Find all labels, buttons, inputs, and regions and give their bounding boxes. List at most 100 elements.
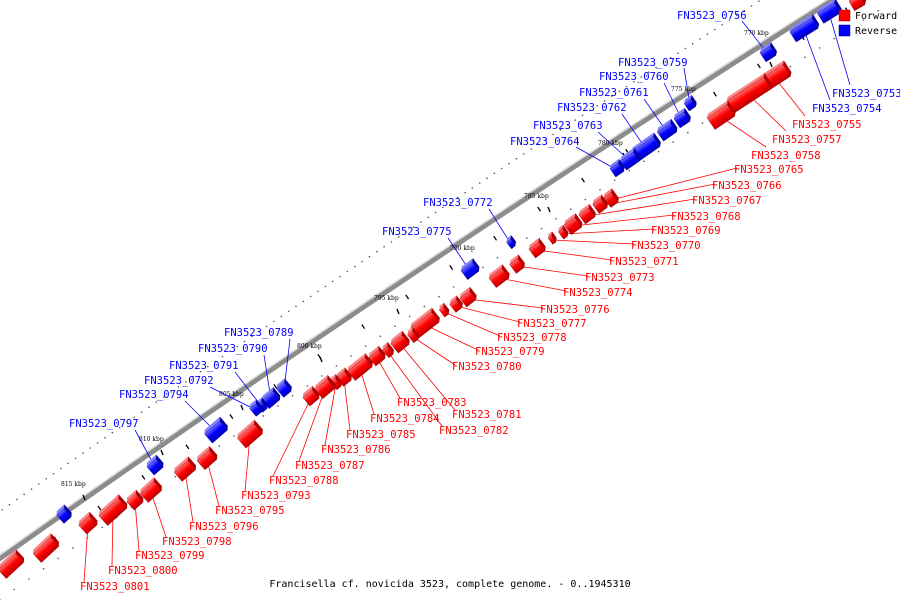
gene-feature-fn3523-0754[interactable] — [788, 13, 821, 43]
gene-label-fn3523-0795[interactable]: FN3523_0795 — [215, 505, 285, 517]
gene-label-fn3523-0772[interactable]: FN3523_0772 — [423, 197, 493, 209]
gene-label-fn3523-0773[interactable]: FN3523_0773 — [585, 272, 655, 284]
gene-feature-fn3523-0792[interactable] — [248, 399, 265, 417]
gene-feature-fn3523-0789[interactable] — [275, 378, 294, 398]
gene-feature-fn3523-0774[interactable] — [487, 264, 511, 288]
gene-label-fn3523-0769[interactable]: FN3523_0769 — [651, 225, 721, 237]
gene-feature-fn3523-0796[interactable] — [172, 456, 198, 482]
gene-label-fn3523-0760[interactable]: FN3523_0760 — [599, 71, 669, 83]
leader-line-fn3523-0784 — [359, 368, 375, 415]
gene-label-fn3523-0790[interactable]: FN3523_0790 — [198, 343, 268, 355]
gene-feature-fn3523-0784[interactable] — [346, 353, 375, 381]
feature-edge-forward-2[interactable] — [31, 533, 61, 563]
feature-edge-reverse-1[interactable] — [55, 504, 74, 524]
gene-feature-fn3523-0766[interactable] — [591, 194, 610, 214]
feature-edge-forward-3[interactable] — [0, 549, 26, 579]
gene-label-fn3523-0801[interactable]: FN3523_0801 — [80, 581, 150, 593]
gene-label-fn3523-0756[interactable]: FN3523_0756 — [677, 10, 747, 22]
scale-dot — [251, 335, 253, 338]
gene-label-fn3523-0767[interactable]: FN3523_0767 — [692, 195, 762, 207]
gene-label-fn3523-0782[interactable]: FN3523_0782 — [439, 425, 509, 437]
gene-feature-fn3523-0757[interactable] — [725, 72, 774, 114]
scale-dot — [133, 416, 136, 419]
gene-label-fn3523-0777[interactable]: FN3523_0777 — [517, 318, 587, 330]
gene-feature-fn3523-0795[interactable] — [195, 445, 219, 471]
gene-feature-fn3523-0760[interactable] — [672, 107, 692, 129]
gene-label-fn3523-0778[interactable]: FN3523_0778 — [497, 332, 567, 344]
gene-label-fn3523-0764[interactable]: FN3523_0764 — [510, 136, 580, 148]
gene-feature-fn3523-0758[interactable] — [705, 100, 737, 130]
gene-feature-fn3523-0767[interactable] — [577, 203, 597, 225]
feature-edge-forward-1[interactable] — [848, 0, 868, 12]
gene-feature-fn3523-0779[interactable] — [409, 307, 442, 339]
gene-feature-fn3523-0768[interactable] — [562, 213, 584, 235]
gene-label-fn3523-0755[interactable]: FN3523_0755 — [792, 119, 862, 131]
gene-label-fn3523-0753[interactable]: FN3523_0753 — [832, 88, 900, 100]
gene-label-fn3523-0768[interactable]: FN3523_0768 — [671, 211, 741, 223]
gene-label-fn3523-0797[interactable]: FN3523_0797 — [69, 418, 139, 430]
gene-label-fn3523-0784[interactable]: FN3523_0784 — [370, 413, 440, 425]
gene-label-fn3523-0783[interactable]: FN3523_0783 — [397, 397, 467, 409]
gene-label-fn3523-0776[interactable]: FN3523_0776 — [540, 304, 610, 316]
gene-label-fn3523-0799[interactable]: FN3523_0799 — [135, 550, 205, 562]
gene-label-fn3523-0758[interactable]: FN3523_0758 — [751, 150, 821, 162]
gene-feature-fn3523-0763[interactable] — [619, 147, 643, 171]
gene-label-fn3523-0780[interactable]: FN3523_0780 — [452, 361, 522, 373]
gene-label-fn3523-0787[interactable]: FN3523_0787 — [295, 460, 365, 472]
gene-label-fn3523-0762[interactable]: FN3523_0762 — [557, 102, 627, 114]
gene-feature-fn3523-0777[interactable] — [448, 295, 465, 313]
scale-dot — [721, 24, 723, 26]
gene-feature-fn3523-0801[interactable] — [77, 511, 100, 535]
gene-feature-fn3523-0759[interactable] — [682, 94, 698, 112]
gene-feature-fn3523-0782[interactable] — [381, 342, 396, 359]
gene-label-fn3523-0757[interactable]: FN3523_0757 — [772, 134, 842, 146]
gene-feature-fn3523-0799[interactable] — [125, 489, 146, 511]
gene-feature-fn3523-0772[interactable] — [505, 235, 518, 249]
gene-feature-fn3523-0765[interactable] — [602, 188, 621, 208]
gene-label-fn3523-0794[interactable]: FN3523_0794 — [119, 389, 189, 401]
gene-feature-fn3523-0756[interactable] — [758, 41, 778, 63]
gene-feature-fn3523-0769[interactable] — [557, 224, 571, 240]
gene-feature-fn3523-0788[interactable] — [301, 385, 321, 407]
gene-label-fn3523-0786[interactable]: FN3523_0786 — [321, 444, 391, 456]
gene-feature-fn3523-0783[interactable] — [367, 345, 387, 367]
gene-feature-fn3523-0800[interactable] — [97, 494, 129, 526]
gene-label-fn3523-0798[interactable]: FN3523_0798 — [162, 536, 232, 548]
gene-label-fn3523-0765[interactable]: FN3523_0765 — [734, 164, 804, 176]
gene-feature-fn3523-0776[interactable] — [458, 286, 478, 308]
gene-feature-fn3523-0775[interactable] — [459, 258, 481, 280]
gene-label-fn3523-0781[interactable]: FN3523_0781 — [452, 409, 522, 421]
gene-feature-fn3523-0770[interactable] — [546, 231, 558, 245]
gene-label-fn3523-0789[interactable]: FN3523_0789 — [224, 327, 294, 339]
gene-label-fn3523-0779[interactable]: FN3523_0779 — [475, 346, 545, 358]
gene-feature-fn3523-0798[interactable] — [138, 477, 164, 503]
gene-feature-fn3523-0773[interactable] — [508, 254, 527, 274]
gene-feature-fn3523-0780[interactable] — [406, 327, 421, 344]
gene-label-fn3523-0759[interactable]: FN3523_0759 — [618, 57, 688, 69]
gene-label-fn3523-0793[interactable]: FN3523_0793 — [241, 490, 311, 502]
gene-feature-fn3523-0794[interactable] — [203, 416, 230, 444]
gene-feature-fn3523-0797[interactable] — [145, 454, 166, 476]
gene-label-fn3523-0766[interactable]: FN3523_0766 — [712, 180, 782, 192]
gene-feature-fn3523-0781[interactable] — [389, 330, 412, 354]
gene-label-fn3523-0774[interactable]: FN3523_0774 — [563, 287, 633, 299]
gene-label-fn3523-0800[interactable]: FN3523_0800 — [108, 565, 178, 577]
gene-label-fn3523-0791[interactable]: FN3523_0791 — [169, 360, 239, 372]
gene-label-fn3523-0796[interactable]: FN3523_0796 — [189, 521, 259, 533]
gene-label-fn3523-0761[interactable]: FN3523_0761 — [579, 87, 649, 99]
gene-feature-fn3523-0764[interactable] — [608, 158, 626, 178]
gene-label-fn3523-0763[interactable]: FN3523_0763 — [533, 120, 603, 132]
gene-feature-fn3523-0778[interactable] — [437, 302, 451, 318]
gene-label-fn3523-0770[interactable]: FN3523_0770 — [631, 240, 701, 252]
gene-label-fn3523-0771[interactable]: FN3523_0771 — [609, 256, 679, 268]
gene-feature-fn3523-0761[interactable] — [656, 118, 680, 142]
gene-label-fn3523-0788[interactable]: FN3523_0788 — [269, 475, 339, 487]
gene-feature-fn3523-0771[interactable] — [527, 237, 547, 259]
gene-label-fn3523-0785[interactable]: FN3523_0785 — [346, 429, 416, 441]
gene-label-fn3523-0775[interactable]: FN3523_0775 — [382, 226, 452, 238]
gene-feature-fn3523-0753[interactable] — [816, 0, 843, 24]
gene-feature-fn3523-0793[interactable] — [235, 419, 264, 449]
gene-label-fn3523-0792[interactable]: FN3523_0792 — [144, 375, 214, 387]
minor-tick — [97, 505, 102, 511]
gene-label-fn3523-0754[interactable]: FN3523_0754 — [812, 103, 882, 115]
